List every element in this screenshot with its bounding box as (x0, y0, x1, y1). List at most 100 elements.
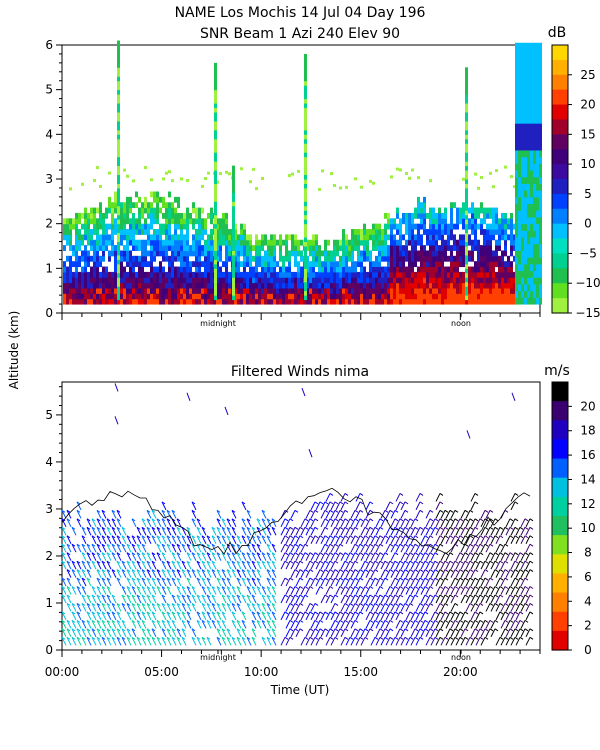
wind-barb-flag (216, 586, 221, 589)
snr-cell (381, 250, 384, 257)
colorbar-swatch (552, 223, 568, 240)
snr-cell (198, 239, 201, 246)
wind-barb (320, 527, 326, 536)
snr-cell (69, 234, 72, 241)
snr-edge-cell (539, 129, 542, 138)
snr-cell (99, 271, 102, 278)
wind-barb-flag (304, 543, 309, 547)
wind-barb (355, 501, 361, 511)
wind-barb-flag (181, 543, 186, 547)
snr-cell (270, 255, 273, 262)
snr-cell (240, 261, 243, 268)
snr-cell (141, 277, 144, 284)
snr-cell (495, 169, 498, 173)
wind-barb (181, 569, 187, 578)
snr-cell (480, 223, 483, 230)
snr-cell (138, 218, 141, 225)
snr-cell (444, 250, 447, 257)
snr-cell (204, 277, 207, 284)
snr-cell (291, 250, 294, 257)
snr-edge-cell (524, 176, 527, 184)
snr-streak (304, 281, 307, 287)
snr-edge-cell (536, 243, 539, 251)
wind-barb-flag (384, 636, 389, 640)
snr-cell (315, 250, 318, 257)
wind-barb (310, 552, 316, 561)
snr-cell (396, 255, 399, 262)
snr-cell (498, 223, 501, 230)
snr-cell (225, 271, 228, 278)
wind-barb (71, 586, 77, 595)
snr-cell (198, 271, 201, 278)
snr-streak (117, 170, 120, 176)
wind-barb (126, 594, 132, 604)
snr-cell (147, 277, 150, 284)
snr-cell (510, 293, 513, 300)
wind-barb-flag (91, 535, 96, 539)
snr-cell (444, 207, 447, 214)
snr-cell (207, 234, 210, 241)
snr-cell (414, 271, 417, 278)
snr-streak (214, 250, 217, 256)
snr-streak (117, 246, 120, 251)
snr-edge-cell (524, 270, 527, 278)
snr-cell (210, 261, 213, 268)
snr-cell (486, 277, 489, 284)
wind-barb-flag (216, 509, 221, 513)
snr-cell (489, 245, 492, 251)
snr-cell (249, 287, 252, 294)
snr-cell (348, 271, 351, 278)
snr-cell (84, 287, 87, 294)
snr-cell (135, 282, 138, 289)
snr-cell (315, 255, 318, 262)
snr-cell (513, 255, 516, 262)
snr-cell (147, 282, 150, 289)
wind-barb (400, 586, 406, 595)
snr-cell (396, 245, 399, 251)
snr-edge-cell (527, 243, 530, 251)
wind-barb (216, 535, 222, 544)
wind-barb (141, 637, 147, 646)
snr-cell (360, 298, 363, 305)
snr-cell (168, 234, 171, 241)
snr-cell (111, 287, 114, 294)
wind-barb-flag (221, 628, 226, 632)
wind-barb-flag (289, 586, 294, 589)
wind-barb-flag (151, 560, 156, 564)
snr-edge-cell (515, 216, 518, 225)
snr-cell (504, 218, 507, 225)
snr-cell (123, 271, 126, 278)
wind-barb-flag (191, 501, 196, 505)
wind-barb-flag (379, 535, 384, 539)
wind-barb-flag (404, 636, 409, 640)
snr-edge-cell (530, 243, 533, 251)
snr-cell (174, 207, 177, 214)
snr-cell (165, 255, 168, 262)
colorbar-tick-label: −15 (575, 306, 600, 320)
snr-cell (282, 277, 285, 284)
snr-cell (252, 271, 255, 278)
wind-barb (380, 577, 386, 587)
snr-cell (93, 212, 96, 219)
snr-cell (201, 245, 204, 251)
snr-streak (304, 58, 307, 64)
wind-barb (126, 560, 132, 570)
snr-edge-cell (515, 163, 518, 171)
wind-barb-flag (271, 628, 276, 632)
snr-cell (234, 250, 237, 257)
wind-barb (166, 543, 172, 553)
snr-edge-cell (518, 216, 521, 225)
wind-barb (305, 603, 311, 612)
wind-barb-flag (266, 535, 271, 539)
wind-barb (350, 569, 356, 578)
snr-cell (132, 218, 135, 225)
snr-edge-cell (527, 210, 530, 218)
snr-cell (291, 298, 294, 305)
wind-barb (206, 637, 212, 646)
snr-cell (498, 245, 501, 251)
wind-barb (261, 527, 267, 536)
wind-barb (365, 594, 371, 604)
wind-barb (121, 628, 127, 638)
snr-cell (177, 282, 180, 289)
snr-cell (402, 298, 405, 305)
